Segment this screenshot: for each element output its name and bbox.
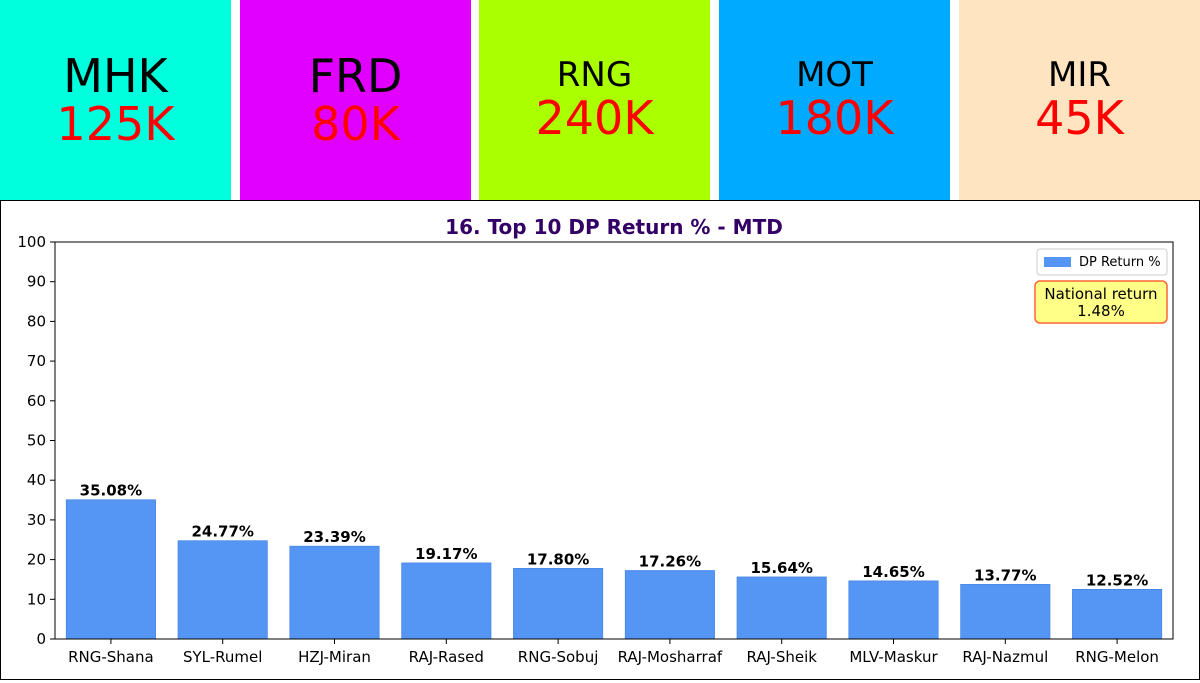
kpi-tile-mir: MIR 45K (959, 0, 1200, 200)
y-tick-label: 20 (27, 551, 46, 569)
chart-title: 16. Top 10 DP Return % - MTD (445, 215, 783, 239)
x-axis: RNG-Shana SYL-Rumel HZJ-Miran RAJ-Rased RNG-… (68, 639, 1159, 666)
y-tick-label: 30 (27, 511, 46, 529)
data-label: 15.64% (750, 559, 812, 577)
kpi-code: MOT (796, 55, 873, 95)
bar-chart: 16. Top 10 DP Return % - MTD 0 10 20 30 40 50… (17, 215, 1174, 666)
data-label: 35.08% (80, 482, 142, 500)
x-tick-label: RAJ-Nazmul (962, 648, 1048, 666)
kpi-tile-mot: MOT 180K (719, 0, 950, 200)
bar (624, 570, 715, 640)
kpi-code: MIR (1048, 55, 1111, 95)
kpi-tile-rng: RNG 240K (479, 0, 710, 200)
bar (960, 584, 1051, 640)
legend-box (1036, 248, 1168, 276)
data-label: 12.52% (1086, 571, 1148, 589)
y-tick-label: 40 (27, 471, 46, 489)
annotation-line2: 1.48% (1077, 302, 1125, 320)
bar (289, 545, 380, 640)
data-label: 14.65% (862, 563, 924, 581)
kpi-tiles: MHK 125K FRD 80K RNG 240K MOT 180K MIR 4… (0, 0, 1200, 200)
kpi-value: 180K (775, 90, 894, 145)
x-tick-label: HZJ-Miran (298, 648, 371, 666)
x-tick-label: MLV-Maskur (849, 648, 938, 666)
y-tick-label: 60 (27, 392, 46, 410)
x-tick-label: RAJ-Rased (409, 648, 484, 666)
y-tick-label: 100 (17, 233, 46, 251)
bar (513, 568, 604, 640)
kpi-code: FRD (308, 48, 403, 103)
kpi-value: 45K (1035, 90, 1124, 145)
data-label: 23.39% (303, 528, 365, 546)
kpi-value: 125K (56, 97, 175, 151)
x-tick-label: RNG-Sobuj (518, 648, 599, 666)
x-tick-label: RAJ-Sheik (746, 648, 817, 666)
annotation-line1: National return (1044, 285, 1157, 303)
y-tick-label: 50 (27, 432, 46, 450)
bar (736, 576, 827, 640)
annotation-box (1034, 280, 1168, 324)
x-tick-label: RNG-Melon (1075, 648, 1159, 666)
kpi-code: MHK (63, 48, 168, 103)
bar (177, 540, 268, 640)
bar (401, 562, 492, 640)
bar (848, 580, 939, 640)
y-axis: 0 10 20 30 40 50 60 70 80 90 100 (17, 233, 55, 648)
y-tick-label: 70 (27, 352, 46, 370)
data-label: 13.77% (974, 566, 1036, 584)
bars: 35.08% 24.77% 23.39% 19.17% 17.80% 17.26% 15.6… (65, 482, 1163, 640)
y-tick-label: 80 (27, 312, 46, 330)
chart-panel: 16. Top 10 DP Return % - MTD 0 10 20 30 40 50… (0, 200, 1200, 680)
x-tick-label: RAJ-Mosharraf (618, 648, 723, 666)
legend-label: DP Return % (1079, 255, 1161, 270)
national-return-annotation: National return 1.48% (1034, 280, 1168, 324)
data-label: 17.80% (527, 550, 589, 568)
x-tick-label: RNG-Shana (68, 648, 154, 666)
legend: DP Return % (1036, 248, 1168, 276)
kpi-tile-frd: FRD 80K (240, 0, 471, 200)
kpi-value: 240K (535, 90, 654, 145)
bar (65, 499, 156, 640)
data-label: 24.77% (191, 523, 253, 541)
y-tick-label: 10 (27, 590, 46, 608)
bar (1072, 588, 1163, 640)
plot-frame (54, 241, 1174, 640)
kpi-code: RNG (556, 55, 633, 95)
y-tick-label: 90 (27, 273, 46, 291)
legend-swatch (1044, 257, 1071, 267)
data-label: 19.17% (415, 545, 477, 563)
kpi-value: 80K (311, 97, 400, 151)
y-tick-label: 0 (36, 630, 46, 648)
data-label: 17.26% (639, 552, 701, 570)
x-tick-label: SYL-Rumel (183, 648, 262, 666)
kpi-tile-mhk: MHK 125K (0, 0, 231, 200)
